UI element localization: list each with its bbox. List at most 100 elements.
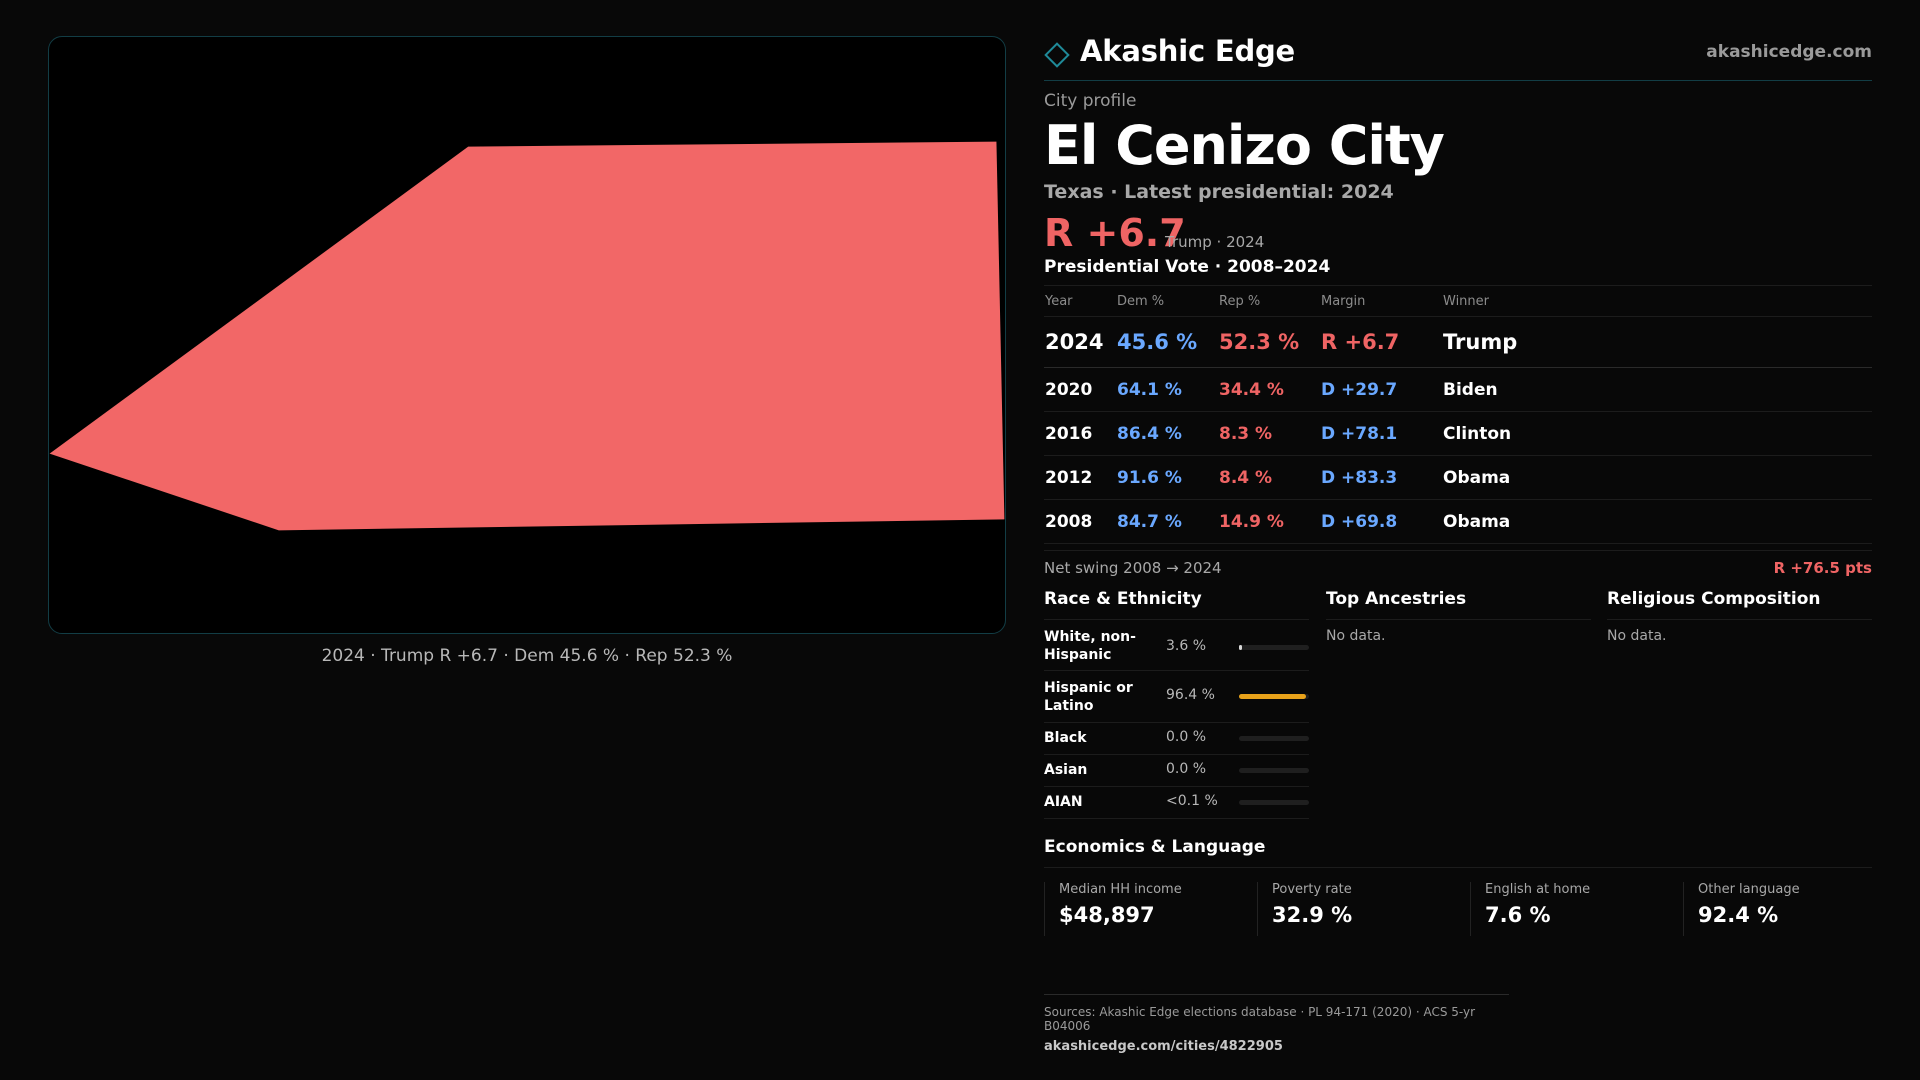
winner-cell: Obama — [1442, 455, 1872, 500]
rep-cell: 8.3 % — [1218, 411, 1320, 456]
race-label: Asian — [1044, 762, 1088, 778]
latest-margin-value: R +6.7 — [1044, 211, 1186, 255]
table-row: 2024 45.6 % 52.3 % R +6.7 Trump — [1044, 316, 1872, 368]
dem-cell: 91.6 % — [1116, 455, 1218, 500]
diamond-outline-icon — [1044, 42, 1070, 68]
dem-cell: 45.6 % — [1116, 316, 1218, 368]
latest-margin-note: Trump · 2024 — [1165, 233, 1265, 251]
winner-cell: Clinton — [1442, 411, 1872, 456]
race-bar — [1239, 645, 1309, 650]
race-title: Race & Ethnicity — [1044, 589, 1309, 620]
race-pct: 0.0 % — [1166, 729, 1207, 745]
rep-cell: 8.4 % — [1218, 455, 1320, 500]
year-cell: 2024 — [1044, 316, 1116, 368]
race-column: Race & Ethnicity White, non-Hispanic 3.6… — [1044, 589, 1309, 819]
latest-margin: R +6.7 Trump · 2024 — [1044, 211, 1872, 257]
col-year: Year — [1044, 286, 1116, 317]
econ-label: Poverty rate — [1272, 882, 1352, 897]
net-swing-label: Net swing 2008 → 2024 — [1044, 559, 1222, 577]
race-pct: 0.0 % — [1166, 761, 1207, 777]
rep-cell: 52.3 % — [1218, 316, 1320, 368]
year-cell: 2008 — [1044, 499, 1116, 544]
econ-cell-income: Median HH income $48,897 — [1044, 882, 1256, 936]
race-bar — [1239, 768, 1309, 773]
net-swing-value: R +76.5 pts — [1773, 559, 1872, 577]
religion-title: Religious Composition — [1607, 589, 1872, 620]
vote-table-header: Year Dem % Rep % Margin Winner — [1044, 286, 1872, 317]
winner-cell: Biden — [1442, 367, 1872, 412]
margin-cell: D +83.3 — [1320, 455, 1442, 500]
race-row: AIAN <0.1 % — [1044, 787, 1309, 819]
footer: Sources: Akashic Edge elections database… — [1044, 994, 1509, 1054]
race-row: Black 0.0 % — [1044, 723, 1309, 755]
econ-value: $48,897 — [1059, 903, 1155, 927]
race-bar — [1239, 800, 1309, 805]
race-label: White, non-Hispanic — [1044, 629, 1136, 663]
race-bar-fill — [1239, 694, 1307, 699]
year-cell: 2012 — [1044, 455, 1116, 500]
race-label: Black — [1044, 730, 1087, 746]
city-boundary-svg — [49, 141, 1005, 531]
race-bar — [1239, 736, 1309, 741]
footer-sources: Sources: Akashic Edge elections database… — [1044, 1005, 1476, 1033]
margin-cell: D +78.1 — [1320, 411, 1442, 456]
race-label: Hispanic or Latino — [1044, 680, 1133, 714]
econ-cell-other-language: Other language 92.4 % — [1683, 882, 1895, 936]
rep-cell: 34.4 % — [1218, 367, 1320, 412]
religion-empty: No data. — [1607, 628, 1667, 644]
econ-value: 32.9 % — [1272, 903, 1353, 927]
rep-cell: 14.9 % — [1218, 499, 1320, 544]
vote-table: Year Dem % Rep % Margin Winner 2024 45.6… — [1044, 286, 1872, 544]
margin-cell: R +6.7 — [1320, 316, 1442, 368]
city-boundary-map[interactable] — [48, 36, 1006, 634]
table-row: 2012 91.6 % 8.4 % D +83.3 Obama — [1044, 455, 1872, 500]
econ-label: Other language — [1698, 882, 1800, 897]
race-bar-fill — [1239, 645, 1242, 650]
page-kicker: City profile — [1044, 91, 1137, 111]
profile-panel: Akashic Edge akashicedge.com City profil… — [1044, 34, 1872, 1054]
race-pct: 3.6 % — [1166, 638, 1207, 654]
year-cell: 2020 — [1044, 367, 1116, 412]
econ-cell-poverty: Poverty rate 32.9 % — [1257, 882, 1469, 936]
dem-cell: 84.7 % — [1116, 499, 1218, 544]
econ-cell-english: English at home 7.6 % — [1470, 882, 1682, 936]
economics-grid: Median HH income $48,897 Poverty rate 32… — [1044, 882, 1872, 950]
net-swing: Net swing 2008 → 2024 R +76.5 pts — [1044, 550, 1872, 587]
brand-name[interactable]: Akashic Edge — [1080, 34, 1296, 68]
winner-cell: Obama — [1442, 499, 1872, 544]
table-row: 2016 86.4 % 8.3 % D +78.1 Clinton — [1044, 411, 1872, 456]
race-bar — [1239, 694, 1309, 699]
econ-label: English at home — [1485, 882, 1591, 897]
margin-cell: D +29.7 — [1320, 367, 1442, 412]
ancestries-title: Top Ancestries — [1326, 589, 1591, 620]
race-row: White, non-Hispanic 3.6 % — [1044, 620, 1309, 671]
ancestries-column: Top Ancestries No data. — [1326, 589, 1591, 644]
map-caption: 2024 · Trump R +6.7 · Dem 45.6 % · Rep 5… — [321, 646, 733, 666]
dem-cell: 86.4 % — [1116, 411, 1218, 456]
brand-url[interactable]: akashicedge.com — [1706, 42, 1872, 62]
table-row: 2008 84.7 % 14.9 % D +69.8 Obama — [1044, 499, 1872, 544]
vote-section-title: Presidential Vote · 2008–2024 — [1044, 257, 1872, 286]
page-subtitle: Texas · Latest presidential: 2024 — [1044, 181, 1394, 203]
econ-value: 92.4 % — [1698, 903, 1779, 927]
econ-label: Median HH income — [1059, 882, 1182, 897]
economics-title: Economics & Language — [1044, 837, 1872, 868]
race-label: AIAN — [1044, 794, 1083, 810]
religion-column: Religious Composition No data. — [1607, 589, 1872, 644]
ancestries-empty: No data. — [1326, 628, 1386, 644]
demographics-section: Race & Ethnicity White, non-Hispanic 3.6… — [1044, 589, 1872, 829]
brand-header: Akashic Edge akashicedge.com — [1044, 34, 1872, 81]
page-title: El Cenizo City — [1044, 114, 1445, 177]
col-rep: Rep % — [1218, 286, 1320, 317]
race-pct: 96.4 % — [1166, 687, 1215, 703]
winner-cell: Trump — [1442, 316, 1872, 368]
year-cell: 2016 — [1044, 411, 1116, 456]
race-row: Hispanic or Latino 96.4 % — [1044, 671, 1309, 723]
col-dem: Dem % — [1116, 286, 1218, 317]
footer-url[interactable]: akashicedge.com/cities/4822905 — [1044, 1039, 1283, 1054]
race-row: Asian 0.0 % — [1044, 755, 1309, 787]
table-row: 2020 64.1 % 34.4 % D +29.7 Biden — [1044, 367, 1872, 412]
dem-cell: 64.1 % — [1116, 367, 1218, 412]
margin-cell: D +69.8 — [1320, 499, 1442, 544]
col-margin: Margin — [1320, 286, 1442, 317]
